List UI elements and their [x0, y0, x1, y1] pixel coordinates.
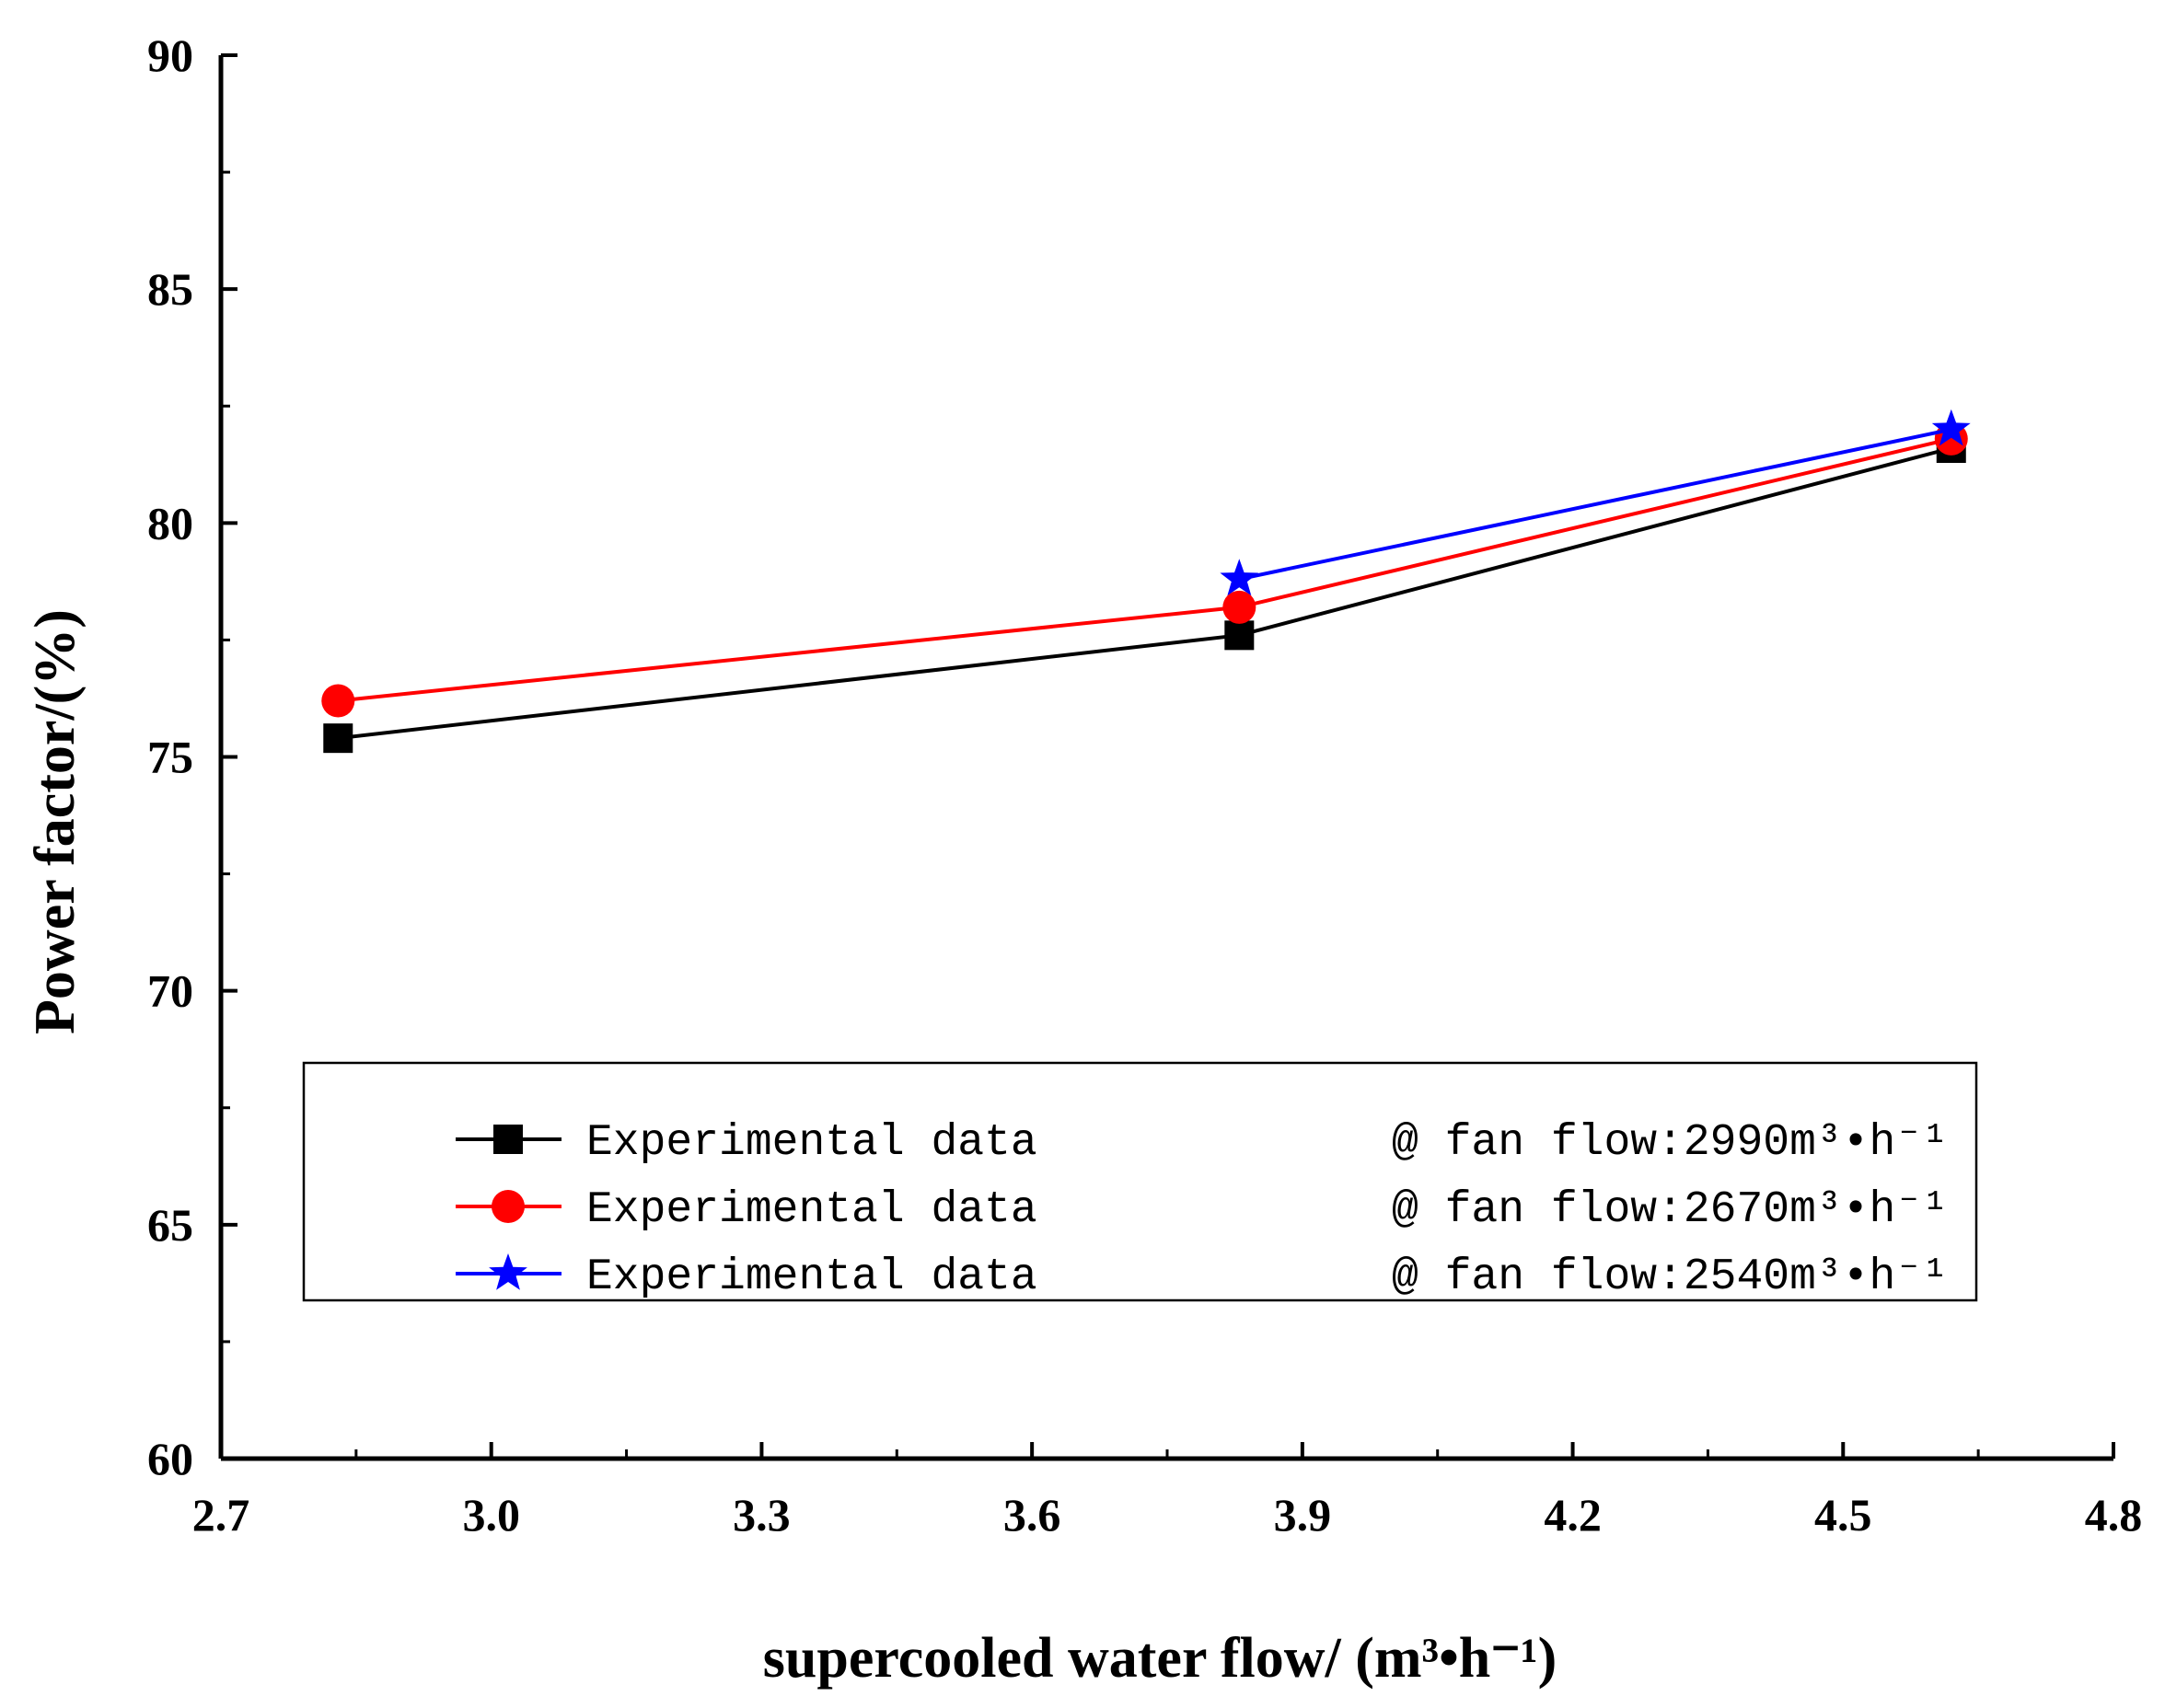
legend-marker [489, 1253, 527, 1290]
legend-label: Experimental data [586, 1185, 1037, 1235]
x-ticks: 2.7 3.0 3.3 3.6 3.9 4.2 4.5 4.8 [192, 1442, 2143, 1541]
y-tick-label: 85 [147, 263, 193, 315]
legend-marker [493, 1125, 523, 1154]
series-line [338, 436, 1952, 703]
data-point [1222, 590, 1256, 624]
series-line [1238, 427, 1952, 582]
x-tick-label: 3.3 [733, 1489, 791, 1541]
legend-condition: @ fan flow:2540m³•h⁻¹ [1392, 1252, 1949, 1302]
y-tick-label: 80 [147, 497, 193, 548]
legend-item: Experimental data @ fan flow:2540m³•h⁻¹ [456, 1252, 1949, 1302]
x-tick-label: 3.9 [1274, 1489, 1332, 1541]
x-tick-label: 2.7 [192, 1489, 250, 1541]
data-point [1220, 559, 1259, 596]
legend-item: Experimental data @ fan flow:2670m³•h⁻¹ [456, 1185, 1949, 1235]
legend-condition: @ fan flow:2990m³•h⁻¹ [1392, 1118, 1949, 1168]
data-point [321, 684, 355, 718]
legend-item: Experimental data @ fan flow:2990m³•h⁻¹ [456, 1118, 1949, 1168]
data-point [323, 723, 353, 754]
series-layer [321, 409, 1971, 754]
legend-marker [492, 1190, 525, 1223]
x-axis-title: supercooled water flow/ (m³•h⁻¹) [763, 1627, 1557, 1690]
y-tick-label: 60 [147, 1433, 193, 1484]
x-tick-label: 3.0 [462, 1489, 520, 1541]
data-point [1931, 409, 1971, 446]
y-axis-title: Power factor/(%) [24, 609, 87, 1034]
y-tick-label: 75 [147, 732, 193, 783]
data-point [1224, 620, 1255, 651]
series-1 [323, 433, 1966, 754]
series-2 [321, 421, 1968, 718]
legend-box [302, 1061, 1978, 1302]
x-tick-label: 4.8 [2085, 1489, 2143, 1541]
y-tick-label: 90 [147, 29, 193, 81]
x-tick-label: 3.6 [1003, 1489, 1061, 1541]
series-3 [1220, 409, 1971, 596]
legend-label: Experimental data [586, 1118, 1037, 1168]
legend-label: Experimental data [586, 1252, 1037, 1302]
legend: Experimental data @ fan flow:2990m³•h⁻¹Ex… [302, 1061, 1978, 1302]
legend-condition: @ fan flow:2670m³•h⁻¹ [1392, 1185, 1949, 1235]
x-tick-label: 4.2 [1544, 1489, 1602, 1541]
y-tick-label: 65 [147, 1199, 193, 1251]
x-tick-label: 4.5 [1814, 1489, 1872, 1541]
y-ticks: 60 65 70 75 80 85 90 [147, 29, 237, 1484]
y-tick-label: 70 [147, 965, 193, 1017]
series-line [338, 446, 1952, 741]
